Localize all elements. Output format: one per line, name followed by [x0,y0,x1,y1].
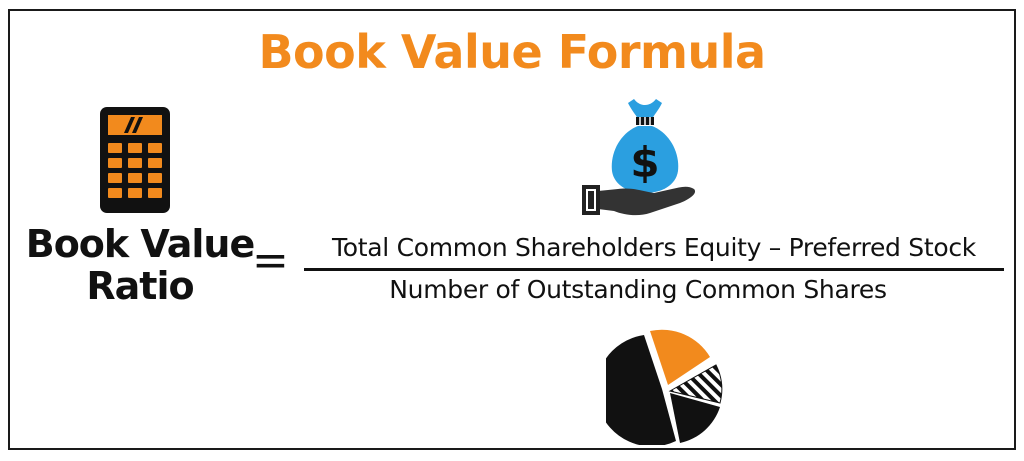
svg-text:$: $ [630,138,659,187]
infographic-frame: Book Value Formula [8,9,1016,450]
pie-slice-small [670,393,720,443]
page-title: Book Value Formula [258,25,766,79]
formula-denominator: Number of Outstanding Common Shares [389,275,887,304]
fraction-bar [304,268,1004,271]
pie-slice-large [606,335,676,445]
formula-lhs-line2: Ratio [86,264,194,308]
money-bag-hand-icon: $ [582,99,696,216]
pie-chart-icon [606,329,723,445]
calculator-icon [100,107,170,213]
formula-lhs: Book Value Ratio [24,223,256,307]
pie-slice-hatched [668,364,723,404]
pie-slice-orange [650,329,710,385]
equals-sign: = [252,235,289,286]
calculator-keys [108,143,162,198]
formula-lhs-line1: Book Value [25,222,256,266]
formula-numerator: Total Common Shareholders Equity – Prefe… [332,233,976,262]
calculator-display-stripes [124,117,143,133]
